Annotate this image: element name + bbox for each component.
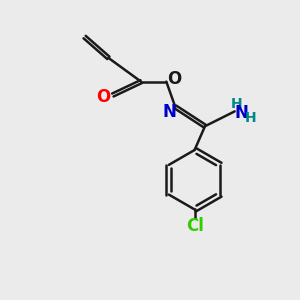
Text: H: H [245,111,257,125]
Text: Cl: Cl [186,217,203,235]
Text: N: N [234,104,248,122]
Text: O: O [167,70,182,88]
Text: H: H [230,97,242,111]
Text: N: N [163,103,177,121]
Text: O: O [96,88,110,106]
